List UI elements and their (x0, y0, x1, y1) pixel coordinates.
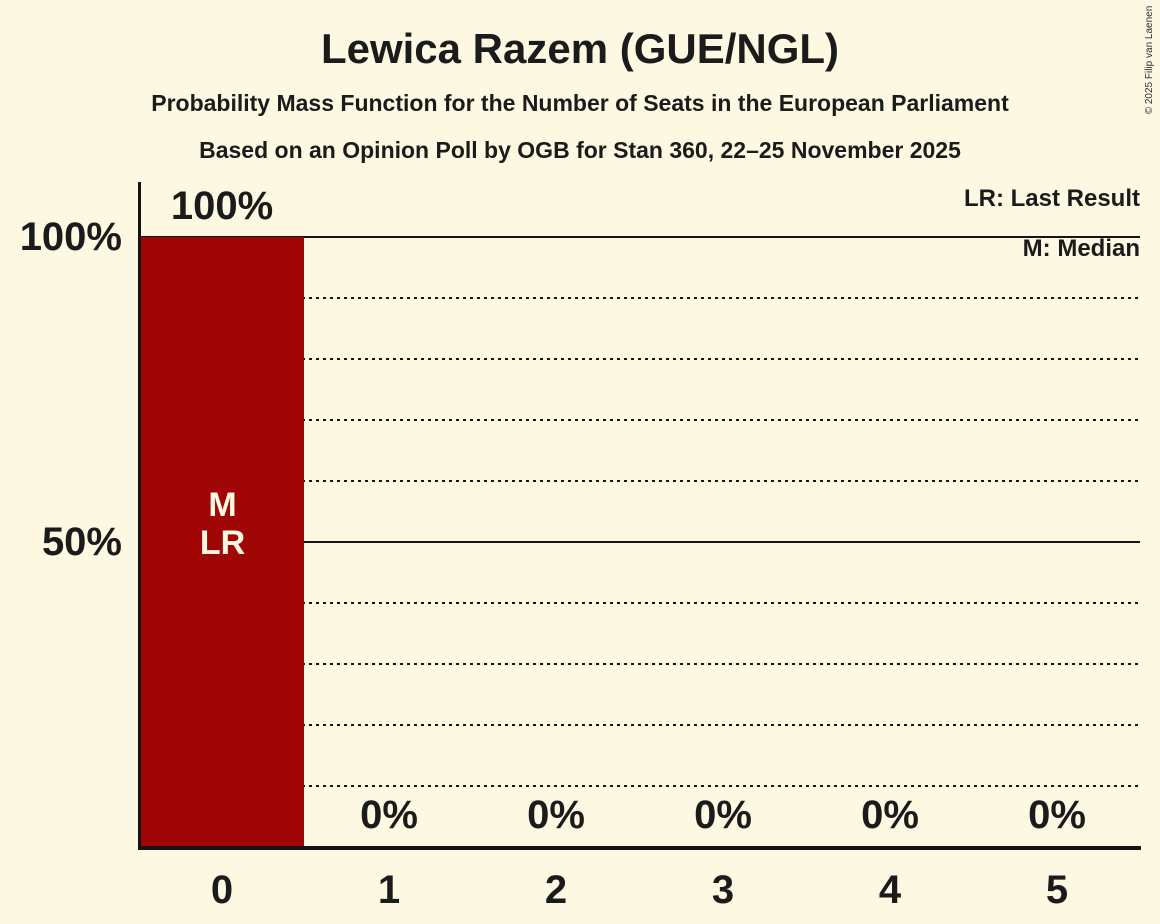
x-tick-3: 3 (711, 868, 735, 912)
x-tick-2: 2 (544, 868, 568, 912)
x-tick-4: 4 (878, 868, 902, 912)
bar-seat-5-value-label: 0% (1028, 793, 1086, 837)
y-axis-line (138, 182, 141, 850)
chart-subtitle: Probability Mass Function for the Number… (151, 90, 1009, 116)
median-marker: M (208, 486, 237, 524)
gridline-40pct (141, 602, 1140, 604)
last-result-marker: LR (199, 524, 246, 562)
legend-last-result: LR: Last Result (963, 185, 1140, 212)
gridline-10pct (141, 785, 1140, 787)
bar-seat-0-markers: M LR (141, 486, 304, 562)
bar-seat-4-value-label: 0% (861, 793, 919, 837)
gridline-60pct (141, 480, 1140, 482)
y-axis-label-50: 50% (41, 520, 122, 564)
bar-seat-1-value-label: 0% (360, 793, 418, 837)
y-axis-label-100: 100% (19, 215, 122, 259)
bar-seat-0-value-label: 100% (170, 184, 274, 228)
chart-title: Lewica Razem (GUE/NGL) (320, 25, 840, 72)
gridline-100pct (141, 236, 1140, 238)
x-tick-0: 0 (210, 868, 234, 912)
legend-median: M: Median (1022, 235, 1140, 262)
bar-seat-3-value-label: 0% (694, 793, 752, 837)
gridline-30pct (141, 663, 1140, 665)
bar-seat-0 (141, 237, 304, 846)
copyright-notice: © 2025 Filip van Laenen (1144, 5, 1155, 115)
x-tick-5: 5 (1045, 868, 1069, 912)
gridline-90pct (141, 297, 1140, 299)
gridline-70pct (141, 419, 1140, 421)
poll-info-line: Based on an Opinion Poll by OGB for Stan… (199, 137, 961, 163)
bar-seat-2-value-label: 0% (527, 793, 585, 837)
gridline-20pct (141, 724, 1140, 726)
gridline-50pct (141, 541, 1140, 543)
gridline-80pct (141, 358, 1140, 360)
x-tick-1: 1 (377, 868, 401, 912)
x-axis-line (138, 846, 1141, 850)
